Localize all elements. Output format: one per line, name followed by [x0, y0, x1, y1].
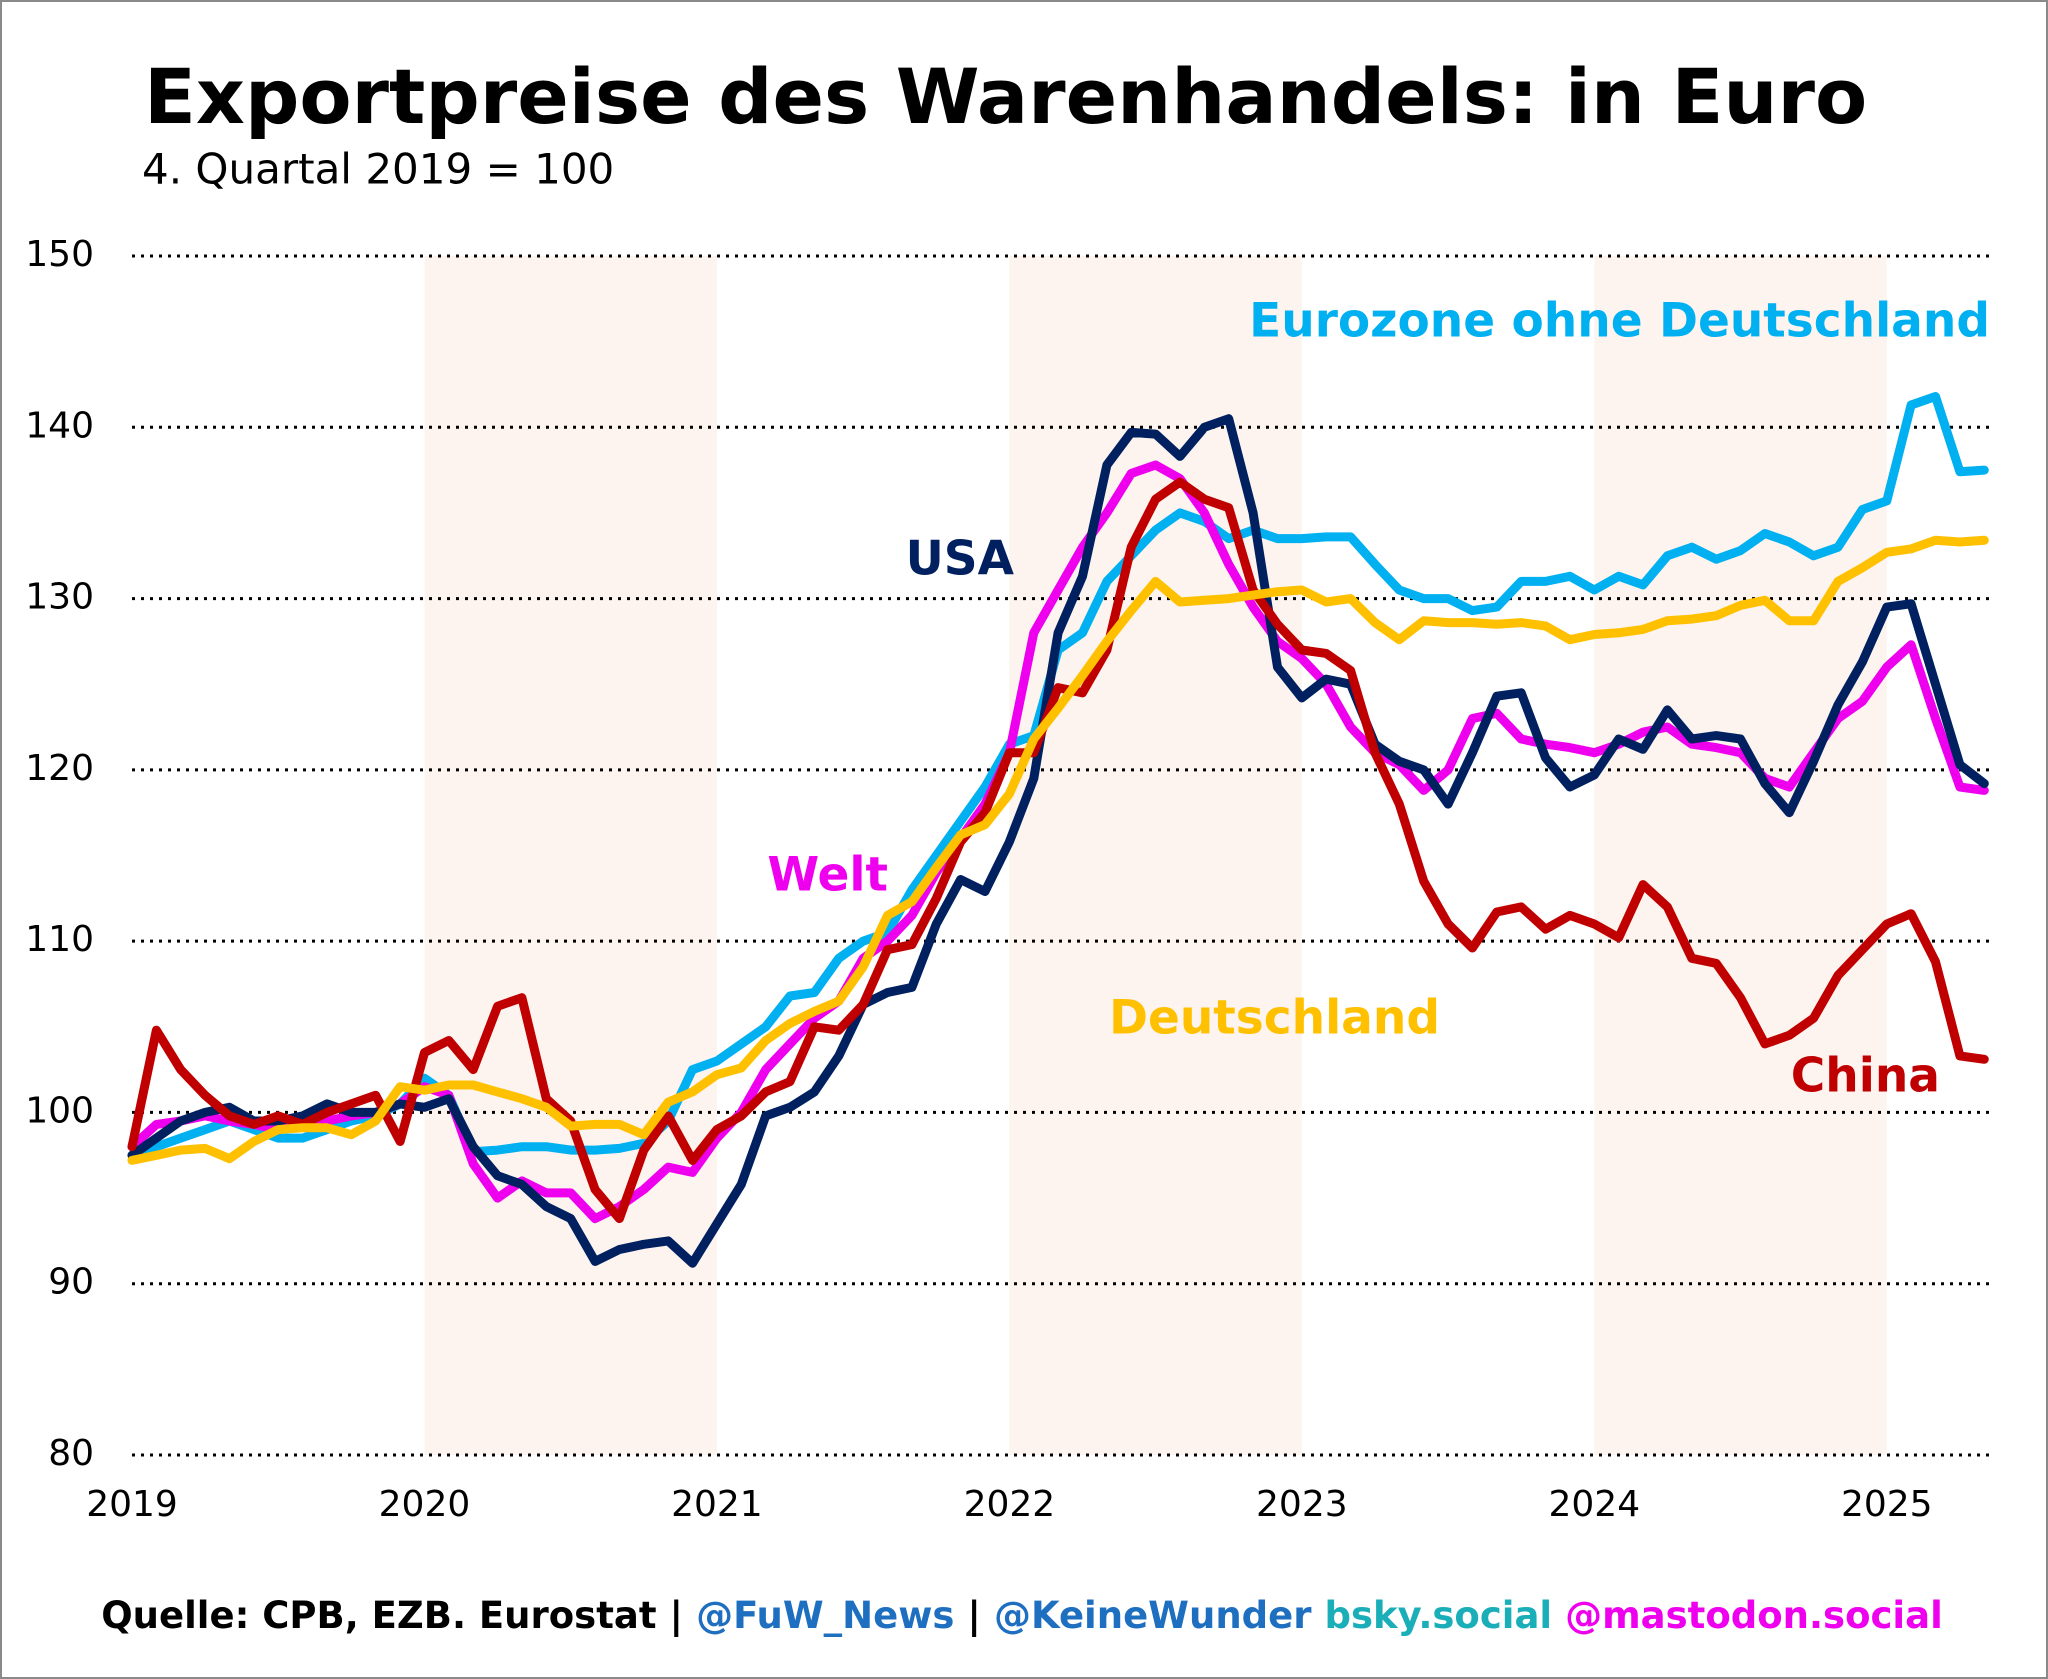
source-part: @mastodon.social — [1565, 1594, 1943, 1637]
series-label: China — [1791, 1049, 1940, 1104]
year-shading — [424, 256, 717, 1455]
series-line — [127, 477, 1989, 1224]
x-tick-label: 2025 — [1841, 1484, 1933, 1525]
x-tick-label: 2024 — [1548, 1484, 1640, 1525]
x-tick-label: 2023 — [1256, 1484, 1348, 1525]
y-tick-label: 150 — [25, 234, 94, 275]
source-part: | — [967, 1594, 981, 1637]
chart-title: Exportpreise des Warenhandels: in Euro — [144, 52, 1867, 141]
source-part: | — [670, 1594, 684, 1637]
source-line: Quelle: CPB, EZB. Eurostat | @FuW_News | @Ke… — [101, 1594, 1943, 1637]
shading-layer — [424, 256, 1887, 1455]
source-part: @KeineWunder — [994, 1594, 1312, 1637]
y-tick-label: 110 — [25, 919, 94, 960]
labels-layer: 80 90 100 110 120 130 140 150 2019 2020 2021 2022 20… — [25, 234, 1990, 1525]
year-shading — [1594, 256, 1887, 1455]
source-part: Quelle: CPB, EZB. Eurostat — [101, 1594, 656, 1637]
x-tick-label: 2022 — [964, 1484, 1056, 1525]
series-line — [127, 414, 1989, 1268]
series-label: USA — [906, 532, 1015, 587]
y-tick-label: 140 — [25, 405, 94, 446]
series-label: Eurozone ohne Deutschland — [1249, 294, 1990, 349]
series-label: Deutschland — [1109, 991, 1440, 1046]
source-part: @FuW_News — [696, 1594, 954, 1637]
x-tick-label: 2019 — [86, 1484, 178, 1525]
year-shading — [1009, 256, 1302, 1455]
y-tick-label: 90 — [48, 1262, 94, 1303]
series-line — [127, 535, 1989, 1165]
chart-subtitle: 4. Quartal 2019 = 100 — [142, 145, 614, 194]
source-part: bsky.social — [1325, 1594, 1553, 1637]
y-tick-label: 100 — [25, 1090, 94, 1131]
series-line — [127, 460, 1989, 1224]
lines-layer — [127, 392, 1989, 1268]
x-tick-label: 2020 — [379, 1484, 471, 1525]
y-tick-label: 130 — [25, 577, 94, 618]
y-tick-label: 120 — [25, 748, 94, 789]
x-tick-label: 2021 — [671, 1484, 763, 1525]
y-tick-label: 80 — [48, 1433, 94, 1474]
series-label: Welt — [767, 848, 888, 903]
